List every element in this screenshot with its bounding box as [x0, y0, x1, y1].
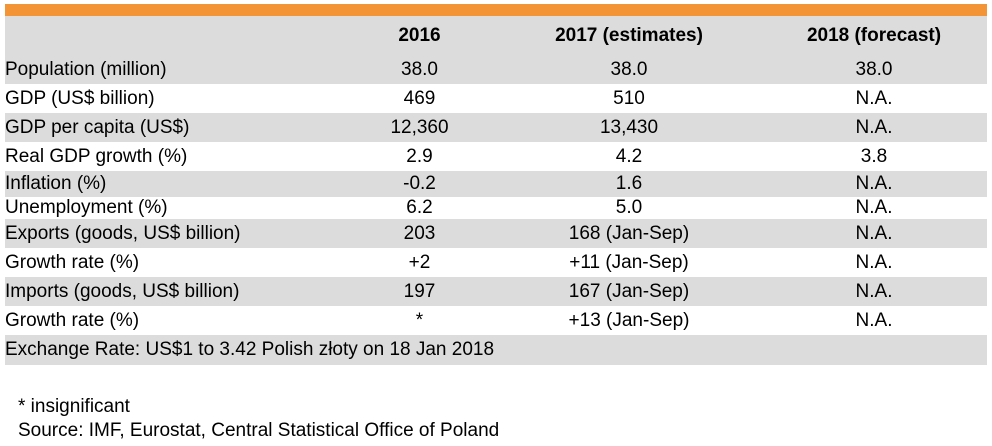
- row-label: Growth rate (%): [5, 306, 342, 335]
- cell-2017: 38.0: [497, 55, 761, 84]
- row-label: Population (million): [5, 55, 342, 84]
- row-label: Real GDP growth (%): [5, 142, 342, 171]
- cell-2017: 13,430: [497, 113, 761, 142]
- cell-2017: 1.6: [497, 171, 761, 197]
- cell-2016: +2: [342, 248, 497, 277]
- cell-2018: N.A.: [761, 84, 987, 113]
- cell-2018: 3.8: [761, 142, 987, 171]
- table-row: Growth rate (%) * +13 (Jan-Sep) N.A.: [5, 306, 987, 335]
- row-label: Unemployment (%): [5, 197, 342, 219]
- cell-2016: 2.9: [342, 142, 497, 171]
- cell-2016: -0.2: [342, 171, 497, 197]
- cell-2018: N.A.: [761, 219, 987, 248]
- table-row: Inflation (%) -0.2 1.6 N.A.: [5, 171, 987, 197]
- cell-2016: 203: [342, 219, 497, 248]
- cell-2016: 469: [342, 84, 497, 113]
- cell-2018: N.A.: [761, 113, 987, 142]
- economic-indicators-table: 2016 2017 (estimates) 2018 (forecast) Po…: [5, 16, 987, 365]
- source-note: Source: IMF, Eurostat, Central Statistic…: [18, 420, 500, 441]
- row-label: Imports (goods, US$ billion): [5, 277, 342, 306]
- cell-2018: N.A.: [761, 306, 987, 335]
- cell-2017: 168 (Jan-Sep): [497, 219, 761, 248]
- cell-2018: N.A.: [761, 197, 987, 219]
- cell-2017: 4.2: [497, 142, 761, 171]
- table-row: Imports (goods, US$ billion) 197 167 (Ja…: [5, 277, 987, 306]
- exchange-rate-row: Exchange Rate: US$1 to 3.42 Polish złoty…: [5, 335, 987, 365]
- cell-2016: 197: [342, 277, 497, 306]
- cell-2018: 38.0: [761, 55, 987, 84]
- table-row: Population (million) 38.0 38.0 38.0: [5, 55, 987, 84]
- table-row: GDP (US$ billion) 469 510 N.A.: [5, 84, 987, 113]
- row-label: Inflation (%): [5, 171, 342, 197]
- cell-2016: 38.0: [342, 55, 497, 84]
- table-row: Growth rate (%) +2 +11 (Jan-Sep) N.A.: [5, 248, 987, 277]
- cell-2016: 12,360: [342, 113, 497, 142]
- cell-2017: 167 (Jan-Sep): [497, 277, 761, 306]
- cell-2016: 6.2: [342, 197, 497, 219]
- footnotes: * insignificant Source: IMF, Eurostat, C…: [18, 395, 499, 443]
- cell-2017: +13 (Jan-Sep): [497, 306, 761, 335]
- table-row: Exports (goods, US$ billion) 203 168 (Ja…: [5, 219, 987, 248]
- header-2018: 2018 (forecast): [761, 16, 987, 55]
- cell-2016: *: [342, 306, 497, 335]
- cell-2017: 510: [497, 84, 761, 113]
- table-header-row: 2016 2017 (estimates) 2018 (forecast): [5, 16, 987, 55]
- cell-2018: N.A.: [761, 248, 987, 277]
- table-row: Unemployment (%) 6.2 5.0 N.A.: [5, 197, 987, 219]
- header-label-column: [5, 16, 342, 55]
- cell-2018: N.A.: [761, 277, 987, 306]
- exchange-rate-note: Exchange Rate: US$1 to 3.42 Polish złoty…: [5, 335, 987, 365]
- row-label: Growth rate (%): [5, 248, 342, 277]
- header-2017: 2017 (estimates): [497, 16, 761, 55]
- table-row: Real GDP growth (%) 2.9 4.2 3.8: [5, 142, 987, 171]
- orange-header-bar: [5, 4, 987, 16]
- cell-2017: +11 (Jan-Sep): [497, 248, 761, 277]
- row-label: Exports (goods, US$ billion): [5, 219, 342, 248]
- row-label: GDP per capita (US$): [5, 113, 342, 142]
- row-label: GDP (US$ billion): [5, 84, 342, 113]
- table-row: GDP per capita (US$) 12,360 13,430 N.A.: [5, 113, 987, 142]
- insignificant-footnote: * insignificant: [18, 396, 130, 417]
- cell-2017: 5.0: [497, 197, 761, 219]
- cell-2018: N.A.: [761, 171, 987, 197]
- header-2016: 2016: [342, 16, 497, 55]
